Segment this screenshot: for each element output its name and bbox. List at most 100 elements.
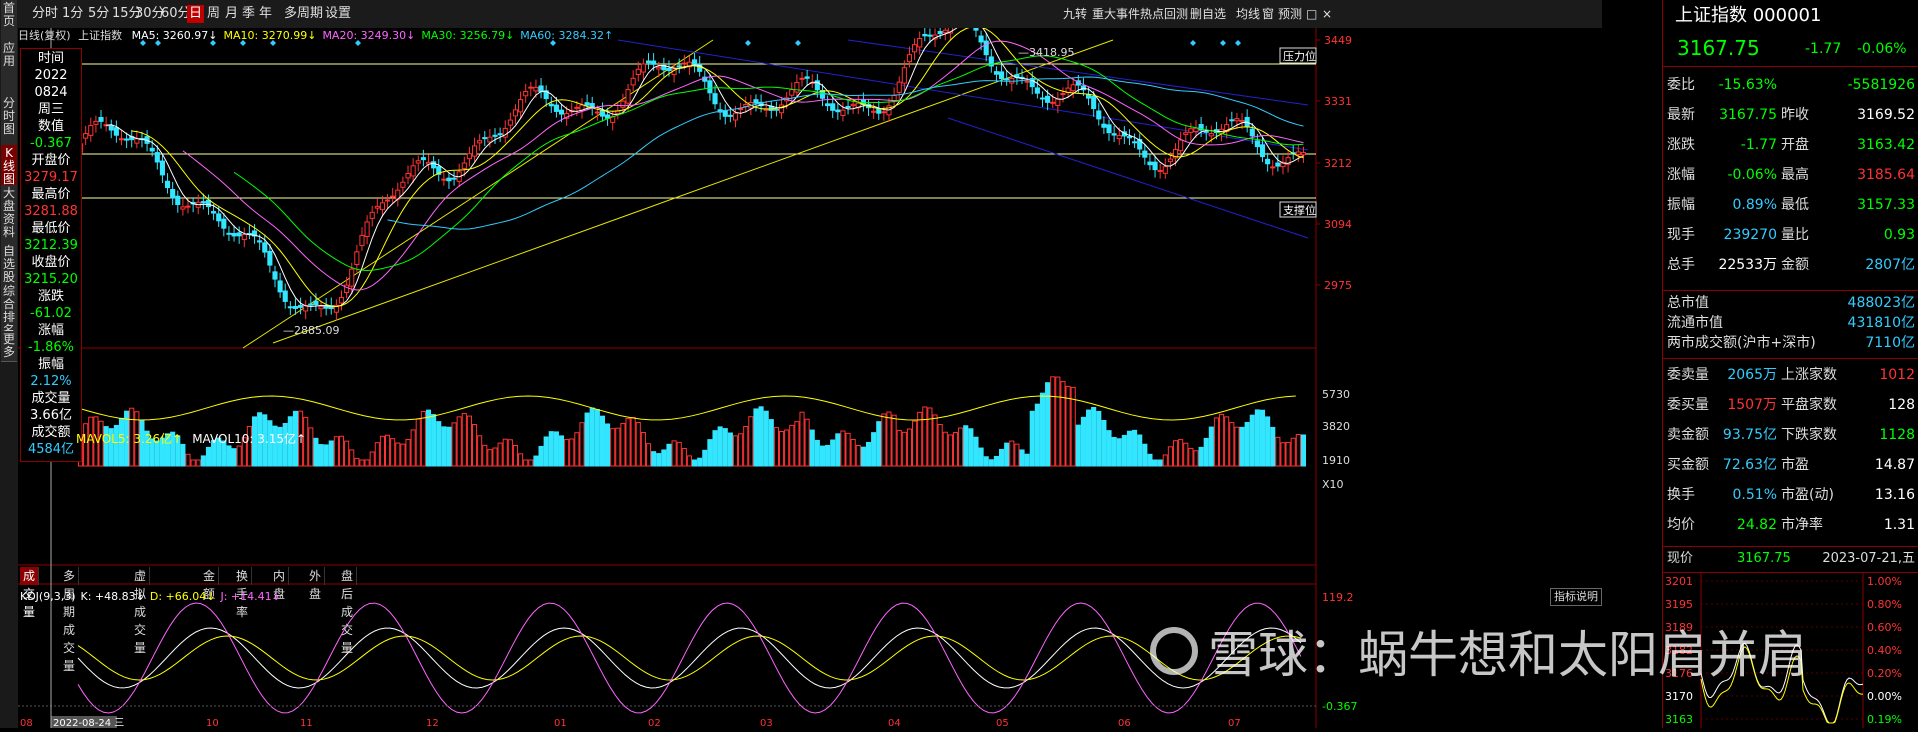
toolbar-right-button[interactable]: 重大事件	[1092, 7, 1141, 21]
period-button[interactable]: 季	[242, 6, 256, 21]
volume-bar	[1229, 422, 1235, 467]
period-button[interactable]: 15分	[112, 6, 142, 21]
candle-body	[385, 199, 391, 202]
volume-bar	[651, 451, 657, 467]
kline-chart-area[interactable]: 3449 3331 3212 3094 2975 5730 3820 1910 X10 119.2…	[18, 5, 1602, 729]
volume-bar	[1275, 436, 1281, 467]
volume-bar	[93, 416, 99, 467]
indicator-tab[interactable]: 虚拟成交量	[131, 567, 151, 655]
candle-body	[906, 54, 913, 63]
candle-body	[722, 110, 728, 117]
volume-bar	[968, 428, 974, 467]
side-tab[interactable]: 综合排名	[1, 283, 17, 337]
period-button[interactable]: 60分	[161, 6, 191, 21]
candle-body	[113, 127, 119, 136]
volume-bar	[298, 410, 304, 467]
toolbar-right-button[interactable]: 热点回测	[1140, 7, 1189, 21]
event-marker-icon[interactable]	[355, 40, 361, 46]
candle-body	[922, 33, 928, 37]
event-marker-icon[interactable]	[745, 40, 751, 46]
event-marker-icon[interactable]	[155, 40, 161, 46]
volume-bar	[717, 426, 723, 467]
period-button[interactable]: 30分	[135, 6, 165, 21]
candle-body	[727, 114, 733, 117]
period-button[interactable]: 5分	[88, 6, 110, 21]
volume-bar	[1157, 459, 1163, 467]
indicator-tab[interactable]: 换手率	[233, 567, 253, 619]
candle-body	[686, 61, 693, 68]
volume-bar	[502, 438, 508, 467]
indicator-tab[interactable]: 成交量	[20, 567, 40, 619]
volume-bar	[942, 431, 948, 467]
toolbar-right-button[interactable]: 均线	[1236, 7, 1261, 21]
volume-bar	[671, 440, 677, 467]
event-marker-icon[interactable]	[1235, 40, 1241, 46]
side-tab[interactable]: 首页	[1, 0, 17, 41]
event-marker-icon[interactable]	[1190, 40, 1196, 46]
event-marker-icon[interactable]	[210, 40, 216, 46]
event-marker-icon[interactable]	[795, 40, 801, 46]
volume-bar	[1188, 447, 1194, 467]
side-tab[interactable]: 更多	[1, 331, 17, 362]
period-button[interactable]: 多周期	[284, 6, 324, 21]
candle-body	[978, 35, 984, 43]
period-button[interactable]: 1分	[62, 6, 84, 21]
candle-body	[753, 99, 759, 104]
period-button[interactable]: 分时	[32, 6, 59, 21]
candle-body	[876, 108, 882, 114]
intraday-mini-chart[interactable]: 3201 1.00% 3195 0.80% 3189 0.60% 3182 0.40% 3176…	[1663, 573, 1918, 728]
volume-bar	[211, 439, 217, 467]
volume-bar	[1162, 454, 1168, 467]
side-tab[interactable]: K线图	[1, 145, 17, 186]
toolbar-right-button[interactable]: 预测	[1278, 7, 1303, 21]
period-button[interactable]: 年	[259, 6, 273, 21]
indicator-tab[interactable]: 外盘	[306, 567, 326, 601]
info-box-line: 3279.17	[24, 170, 78, 185]
event-marker-icon[interactable]	[240, 40, 246, 46]
toolbar-right-button[interactable]: 九转	[1063, 7, 1088, 21]
period-button[interactable]: 周	[207, 6, 221, 21]
side-tab[interactable]: 分时图	[1, 95, 17, 146]
toolbar-right-button[interactable]: 窗	[1262, 7, 1275, 21]
support-label-box	[1279, 201, 1317, 218]
period-button[interactable]: 月	[225, 6, 239, 21]
event-marker-icon[interactable]	[1220, 40, 1226, 46]
info-box-line: 数值	[37, 119, 64, 134]
period-button[interactable]: 日	[187, 5, 205, 23]
info-box-line: -1.86%	[28, 340, 74, 355]
candle-body	[482, 137, 488, 140]
candle-body	[292, 306, 299, 309]
kline-chart-svg[interactable]: 3449 3331 3212 3094 2975 5730 3820 1910 X10 119.2…	[18, 5, 1602, 729]
volume-bar	[287, 416, 293, 467]
price-axis-label: 3331	[1324, 95, 1352, 108]
volume-bar	[1106, 430, 1112, 467]
indicator-tab[interactable]: 盘后成交量	[338, 567, 358, 655]
indicator-tab[interactable]: 内盘	[270, 567, 290, 601]
volume-bar	[405, 438, 411, 467]
event-marker-icon[interactable]	[140, 40, 146, 46]
candle-body	[436, 166, 442, 175]
restore-icon[interactable]: □	[1306, 7, 1318, 21]
side-tab[interactable]: 大盘资料	[1, 185, 17, 244]
side-navigation: 首页 应用 分时图 K线图 大盘资料 自选股 综合排名 更多	[0, 0, 19, 728]
indicator-tab[interactable]: 多周期成交量	[60, 567, 80, 673]
kdj-value: D: +66.04↓	[149, 590, 216, 603]
event-marker-icon[interactable]	[270, 40, 276, 46]
side-tab[interactable]: 应用	[1, 40, 17, 96]
volume-bar	[799, 411, 805, 467]
indicator-tab[interactable]: 金额	[200, 567, 220, 601]
event-marker-icon[interactable]	[550, 40, 556, 46]
indicator-help-button[interactable]: 指标说明	[1550, 588, 1602, 606]
volume-bar	[666, 443, 672, 467]
side-tab[interactable]: 自选股	[1, 243, 17, 284]
divider	[1663, 66, 1918, 67]
volume-bar	[482, 444, 488, 467]
close-icon[interactable]: ×	[1322, 7, 1333, 21]
period-button[interactable]: 设置	[325, 6, 352, 21]
candle-body	[477, 140, 483, 144]
toolbar-right-button[interactable]: 删自选	[1190, 7, 1227, 21]
candle-body	[251, 230, 258, 237]
watermark-label: 雪球：蜗牛想和太阳肩并肩	[1208, 626, 1808, 684]
volume-bar	[282, 423, 288, 467]
volume-bar	[1254, 409, 1260, 467]
